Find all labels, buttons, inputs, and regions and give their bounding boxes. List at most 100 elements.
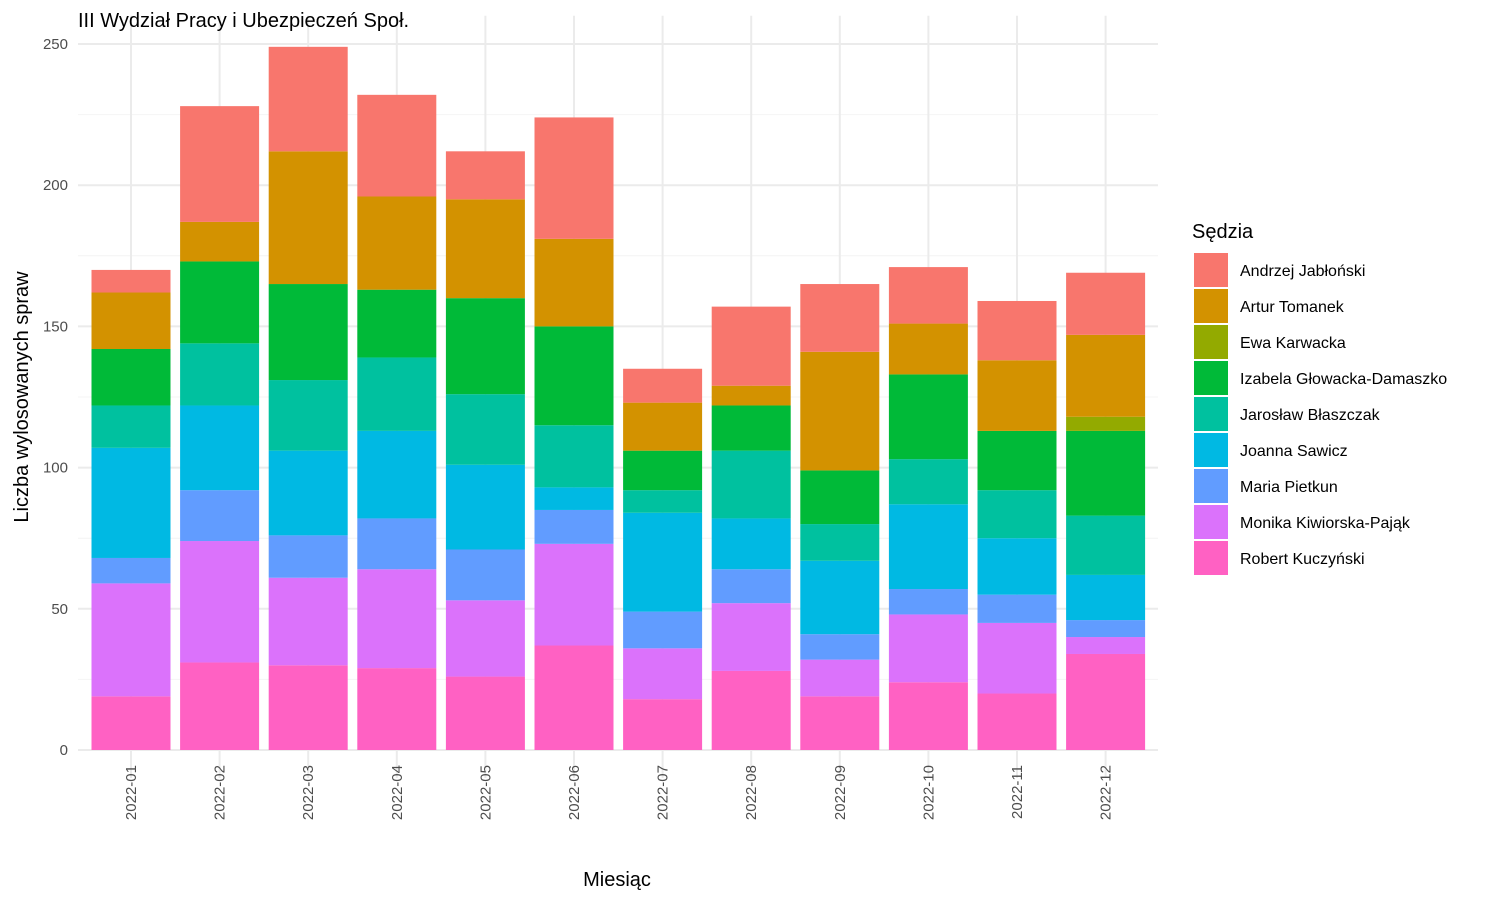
legend-swatch [1194, 505, 1228, 539]
bar-segment [268, 450, 348, 536]
bar-segment [357, 569, 437, 669]
y-tick-label: 50 [51, 601, 68, 618]
x-axis-title: Miesiąc [583, 869, 651, 891]
bar-segment [800, 659, 880, 697]
bar-segment [180, 662, 260, 750]
bar-segment [534, 645, 614, 750]
bar-segment [268, 46, 348, 152]
bar-segment [888, 459, 968, 505]
bar-segment [711, 306, 791, 386]
bar-segment [977, 693, 1057, 750]
legend-item: Robert Kuczyński [1194, 541, 1365, 575]
bar-segment [623, 648, 703, 700]
bar-segment [268, 284, 348, 381]
bar-segment [623, 611, 703, 649]
legend-item: Artur Tomanek [1194, 289, 1345, 323]
bar-segment [800, 634, 880, 660]
bar-segment [180, 541, 260, 663]
bar-segment [445, 199, 525, 299]
bar-segment [623, 368, 703, 403]
bar-segment [445, 151, 525, 200]
chart-title: III Wydział Pracy i Ubezpieczeń Społ. [78, 10, 409, 32]
legend-swatch [1194, 325, 1228, 359]
bar-segment [445, 676, 525, 750]
bar-segment [888, 504, 968, 590]
bar-segment [180, 405, 260, 491]
bar-segment [91, 269, 171, 293]
bar-segment [1066, 637, 1146, 654]
bar-segment [1066, 334, 1146, 417]
bar-segment [711, 603, 791, 671]
legend-title: Sędzia [1192, 221, 1254, 243]
bar-segment [445, 600, 525, 677]
bar-segment [180, 343, 260, 406]
x-tick-label: 2022-05 [477, 765, 494, 820]
bar-segment [623, 699, 703, 750]
legend-swatch [1194, 541, 1228, 575]
x-tick-label: 2022-06 [566, 765, 583, 820]
legend: Sędzia Andrzej Jabłoński Artur Tomanek Ewa… [1192, 221, 1447, 575]
x-tick-label: 2022-09 [832, 765, 849, 820]
legend-label: Andrzej Jabłoński [1240, 263, 1365, 280]
bar-segment [888, 323, 968, 375]
bar-segment [180, 261, 260, 344]
y-axis-ticks: 0 50 100 150 200 250 [43, 36, 68, 759]
bar-segment [268, 665, 348, 750]
bar-segment [888, 614, 968, 683]
y-tick-label: 250 [43, 36, 68, 53]
bar-segment [91, 292, 171, 349]
bar-segment [357, 357, 437, 431]
legend-label: Ewa Karwacka [1240, 335, 1346, 352]
legend-swatch [1194, 469, 1228, 503]
bar-segment [800, 696, 880, 750]
bar-segment [268, 577, 348, 666]
bar-segment [445, 549, 525, 601]
bar-segment [445, 464, 525, 550]
bar-segment [91, 583, 171, 697]
legend-label: Joanna Sawicz [1240, 443, 1348, 460]
legend-item: Ewa Karwacka [1194, 325, 1346, 359]
bar-segment [800, 284, 880, 352]
bar-segment [91, 557, 171, 584]
legend-swatch [1194, 433, 1228, 467]
bar-segment [180, 106, 260, 222]
bar-segment [977, 490, 1057, 539]
legend-label: Monika Kiwiorska-Pająk [1240, 515, 1411, 532]
bar-segment [268, 151, 348, 285]
y-axis-title: Liczba wylosowanych spraw [11, 271, 33, 523]
bar-segment [1066, 430, 1146, 516]
y-tick-label: 200 [43, 177, 68, 194]
bar-segment [357, 196, 437, 290]
x-tick-label: 2022-11 [1009, 765, 1026, 819]
bar-segment [711, 405, 791, 451]
bars [91, 46, 1146, 750]
bar-segment [711, 569, 791, 604]
bar-segment [711, 450, 791, 519]
bar-segment [357, 94, 437, 197]
bar-segment [445, 394, 525, 465]
y-tick-label: 0 [60, 742, 68, 759]
bar-segment [800, 560, 880, 635]
bar-segment [711, 670, 791, 750]
bar-segment [180, 221, 260, 262]
bar-segment [91, 348, 171, 406]
bar-segment [977, 538, 1057, 595]
bar-segment [91, 405, 171, 448]
bar-segment [534, 326, 614, 426]
bar-segment [534, 543, 614, 646]
legend-item: Joanna Sawicz [1194, 433, 1348, 467]
bar-segment [977, 594, 1057, 623]
bar-segment [800, 470, 880, 525]
legend-item: Maria Pietkun [1194, 469, 1338, 503]
bar-segment [977, 430, 1057, 491]
bar-segment [977, 360, 1057, 431]
x-tick-label: 2022-12 [1098, 765, 1115, 820]
bar-segment [623, 402, 703, 451]
bar-segment [800, 524, 880, 561]
bar-segment [977, 622, 1057, 694]
legend-item: Izabela Głowacka-Damaszko [1194, 361, 1447, 395]
legend-label: Artur Tomanek [1240, 299, 1345, 316]
legend-label: Robert Kuczyński [1240, 551, 1365, 568]
bar-segment [711, 518, 791, 570]
